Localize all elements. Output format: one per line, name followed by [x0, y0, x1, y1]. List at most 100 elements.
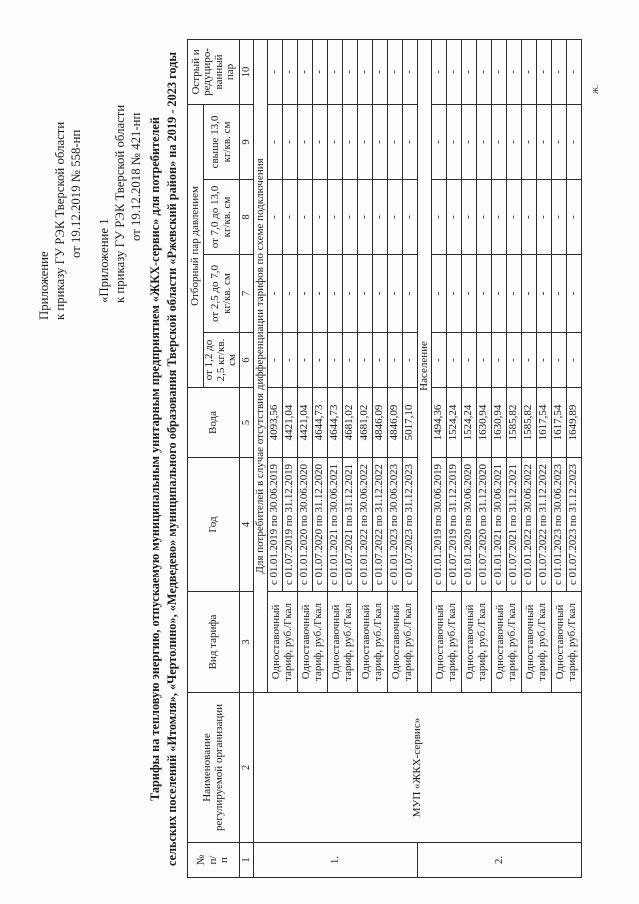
- steam-dash-cell: -: [342, 104, 358, 180]
- steam-dash-cell: -: [476, 332, 492, 388]
- appendix-block-1: Приложение к приказу ГУ РЭК Тверской обл…: [36, 122, 84, 320]
- water-value-cell: 4846,09: [387, 387, 403, 458]
- column-number: 8: [239, 179, 254, 255]
- steam-dash-cell: -: [402, 254, 418, 333]
- period-cell: с 01.01.2022 по 30.06.2022: [357, 457, 373, 592]
- steam-dash-cell: -: [282, 332, 298, 388]
- steam-dash-cell: -: [282, 254, 298, 333]
- column-number: 4: [239, 457, 254, 592]
- water-value-cell: 1494,36: [431, 387, 447, 458]
- section-row: 1. МУП «ЖКХ-сервис» Для потребителей в слу…: [253, 39, 582, 878]
- appendix-line: Приложение: [37, 251, 51, 320]
- water-value-cell: 4681,02: [357, 387, 373, 458]
- steam-dash-cell: -: [312, 104, 328, 180]
- tariff-type-cell: Одноставочный тариф, руб./Гкал: [461, 591, 492, 693]
- period-cell: с 01.07.2020 по 31.12.2020: [312, 457, 328, 592]
- steam-dash-cell: -: [476, 39, 492, 105]
- appendix-line: от 19.12.2019 № 558-нп: [69, 129, 83, 258]
- steam-dash-cell: -: [446, 179, 462, 255]
- steam-dash-cell: -: [357, 332, 373, 388]
- water-value-cell: 1630,94: [476, 387, 492, 458]
- water-value-cell: 1524,24: [446, 387, 462, 458]
- steam-dash-cell: -: [327, 104, 343, 180]
- steam-dash-cell: -: [491, 179, 507, 255]
- steam-dash-cell: -: [491, 332, 507, 388]
- steam-dash-cell: -: [551, 332, 567, 388]
- steam-dash-cell: -: [566, 254, 582, 333]
- period-cell: с 01.07.2022 по 31.12.2022: [536, 457, 552, 592]
- steam-dash-cell: -: [536, 179, 552, 255]
- period-cell: с 01.01.2021 по 30.06.2021: [491, 457, 507, 592]
- steam-dash-cell: -: [297, 254, 313, 333]
- water-value-cell: 4644,73: [327, 387, 343, 458]
- tariff-type-cell: Одноставочный тариф, руб./Гкал: [387, 591, 418, 693]
- water-value-cell: 4681,02: [342, 387, 358, 458]
- steam-dash-cell: -: [506, 179, 522, 255]
- steam-dash-cell: -: [521, 39, 537, 105]
- steam-dash-cell: -: [267, 254, 283, 333]
- steam-dash-cell: -: [536, 332, 552, 388]
- appendix-line: от 19.12.2018 № 421-нп: [129, 112, 143, 241]
- steam-dash-cell: -: [536, 39, 552, 105]
- steam-dash-cell: -: [312, 332, 328, 388]
- steam-dash-cell: -: [536, 104, 552, 180]
- period-cell: с 01.01.2019 по 30.06.2019: [431, 457, 447, 592]
- steam-dash-cell: -: [506, 332, 522, 388]
- period-cell: с 01.01.2020 по 30.06.2020: [461, 457, 477, 592]
- steam-dash-cell: -: [312, 39, 328, 105]
- column-number: 3: [239, 591, 254, 693]
- steam-dash-cell: -: [267, 179, 283, 255]
- steam-dash-cell: -: [372, 332, 388, 388]
- steam-dash-cell: -: [551, 104, 567, 180]
- steam-dash-cell: -: [431, 254, 447, 333]
- steam-dash-cell: -: [461, 332, 477, 388]
- section-number-cell: 2.: [417, 842, 582, 878]
- steam-dash-cell: -: [342, 332, 358, 388]
- steam-dash-cell: -: [431, 104, 447, 180]
- steam-dash-cell: -: [267, 39, 283, 105]
- steam-dash-cell: -: [566, 332, 582, 388]
- steam-dash-cell: -: [372, 254, 388, 333]
- steam-dash-cell: -: [536, 254, 552, 333]
- steam-dash-cell: -: [357, 254, 373, 333]
- water-value-cell: 1617,54: [551, 387, 567, 458]
- steam-dash-cell: -: [476, 104, 492, 180]
- tariff-type-cell: Одноставочный тариф, руб./Гкал: [327, 591, 358, 693]
- period-cell: с 01.07.2021 по 31.12.2021: [342, 457, 358, 592]
- section-label-cell: Население: [417, 39, 432, 693]
- steam-dash-cell: -: [357, 179, 373, 255]
- steam-dash-cell: -: [282, 39, 298, 105]
- steam-dash-cell: -: [342, 254, 358, 333]
- section-label-cell: Для потребителей в случае отсутствия диф…: [253, 39, 268, 693]
- steam-dash-cell: -: [566, 179, 582, 255]
- period-cell: с 01.01.2023 по 30.06.2023: [551, 457, 567, 592]
- water-value-cell: 5017,10: [402, 387, 418, 458]
- steam-dash-cell: -: [327, 332, 343, 388]
- steam-dash-cell: -: [297, 332, 313, 388]
- steam-dash-cell: -: [357, 39, 373, 105]
- col-header-water: Вода: [187, 387, 240, 458]
- tariff-table: № п/ п Наименование регулируемой организ…: [187, 39, 582, 878]
- period-cell: с 01.07.2019 по 31.12.2019: [446, 457, 462, 592]
- steam-dash-cell: -: [506, 254, 522, 333]
- column-number: 1: [239, 842, 254, 878]
- steam-dash-cell: -: [491, 39, 507, 105]
- org-name-cell: МУП «ЖКХ-сервис»: [253, 692, 582, 843]
- water-value-cell: 1585,82: [506, 387, 522, 458]
- steam-dash-cell: -: [446, 39, 462, 105]
- tariff-type-cell: Одноставочный тариф, руб./Гкал: [357, 591, 388, 693]
- water-value-cell: 4644,73: [312, 387, 328, 458]
- water-value-cell: 4846,09: [372, 387, 388, 458]
- appendix-block-2: «Приложение 1 к приказу ГУ РЭК Тверской …: [96, 105, 144, 303]
- water-value-cell: 1617,54: [536, 387, 552, 458]
- steam-dash-cell: -: [491, 104, 507, 180]
- column-number: 5: [239, 387, 254, 458]
- steam-dash-cell: -: [342, 39, 358, 105]
- steam-dash-cell: -: [521, 179, 537, 255]
- steam-dash-cell: -: [446, 332, 462, 388]
- col-header-sharp-steam: Острый и редуциро- ванный пар: [187, 39, 240, 105]
- period-cell: с 01.01.2022 по 30.06.2022: [521, 457, 537, 592]
- document-title: Тарифы на тепловую энергию, отпускаемую …: [147, 40, 180, 878]
